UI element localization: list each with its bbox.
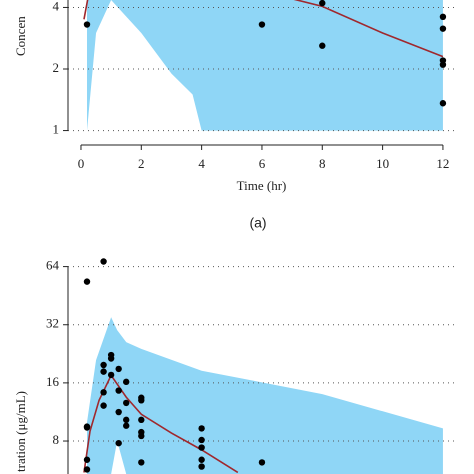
observation-point: [439, 100, 447, 107]
observation-point: [115, 365, 122, 373]
x-tick-label: 4: [198, 156, 205, 171]
observation-point: [115, 439, 122, 447]
y-axis-label: Concen: [13, 16, 28, 56]
x-tick-label: 10: [376, 156, 389, 171]
median-line: [83, 373, 239, 474]
observation-point: [123, 378, 130, 386]
observation-point: [115, 387, 122, 394]
y-tick-label: 4: [53, 0, 60, 13]
y-axis-label: tration (μg/mL): [13, 391, 28, 472]
observation-point: [100, 389, 107, 396]
observation-point: [319, 42, 326, 49]
observation-point: [123, 416, 130, 424]
observation-point: [100, 361, 107, 369]
median-line: [83, 0, 444, 58]
observation-point: [198, 463, 205, 470]
y-tick-label: 32: [46, 316, 59, 331]
y-tick-label: 64: [46, 258, 60, 273]
observation-point: [83, 423, 91, 430]
observation-point: [107, 355, 115, 362]
observation-point: [198, 425, 205, 432]
observation-point: [100, 402, 107, 409]
observation-point: [138, 459, 145, 466]
x-tick-label: 0: [78, 156, 85, 171]
observation-point: [258, 21, 266, 28]
observation-point: [123, 422, 130, 429]
observation-point: [83, 21, 91, 28]
plot-area: [68, 0, 455, 132]
x-tick-label: 8: [319, 156, 326, 171]
x-axis-label: Time (hr): [237, 178, 287, 193]
y-tick-label: 16: [46, 374, 60, 389]
plot-area: [68, 258, 455, 474]
observation-point: [115, 408, 122, 416]
observation-point: [83, 278, 91, 285]
observation-point: [258, 459, 266, 466]
x-tick-label: 12: [436, 156, 449, 171]
x-tick-label: 2: [138, 156, 145, 171]
observation-point: [107, 371, 115, 379]
observation-point: [138, 416, 145, 424]
panel-caption: (a): [249, 215, 266, 231]
observation-point: [198, 456, 205, 463]
observation-point: [198, 436, 205, 444]
prediction-band: [87, 0, 443, 131]
y-tick-label: 8: [53, 432, 60, 447]
observation-point: [319, 0, 326, 7]
observation-point: [100, 368, 107, 375]
observation-point: [138, 432, 145, 440]
x-tick-label: 6: [259, 156, 266, 171]
observation-point: [439, 13, 447, 21]
observation-point: [123, 399, 130, 407]
y-tick-label: 1: [53, 122, 60, 137]
observation-point: [439, 25, 447, 32]
observation-point: [83, 456, 91, 463]
observation-point: [100, 258, 107, 265]
observation-point: [439, 61, 447, 68]
observation-point: [198, 444, 205, 451]
y-tick-label: 2: [53, 60, 60, 75]
observation-point: [138, 394, 145, 401]
observation-point: [83, 466, 91, 473]
